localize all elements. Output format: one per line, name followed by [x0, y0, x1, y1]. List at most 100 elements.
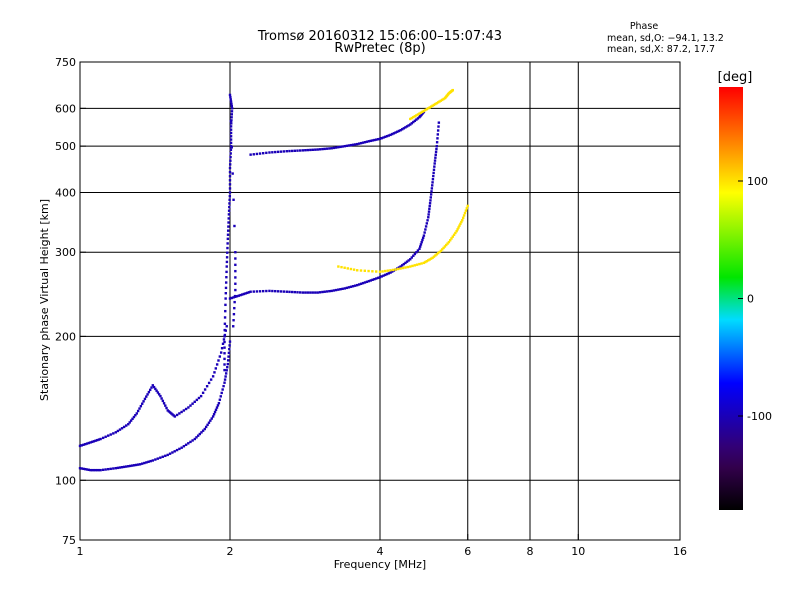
data-point — [131, 464, 134, 467]
data-point — [301, 291, 305, 294]
data-point — [389, 271, 392, 274]
data-point — [382, 274, 385, 277]
data-point — [339, 288, 342, 291]
data-point — [349, 143, 353, 147]
data-point — [325, 147, 329, 150]
data-point — [234, 276, 237, 279]
data-point — [402, 127, 406, 130]
data-point — [271, 289, 274, 293]
data-point — [228, 347, 231, 351]
data-point — [234, 263, 237, 267]
data-point — [222, 384, 225, 388]
plot-area — [79, 61, 681, 541]
data-point — [255, 290, 259, 293]
data-point — [397, 266, 401, 269]
data-point — [445, 243, 448, 247]
data-point — [187, 442, 190, 445]
data-point — [456, 228, 459, 231]
data-point — [431, 181, 434, 184]
data-point — [226, 366, 229, 369]
data-point — [229, 119, 233, 123]
data-point — [224, 281, 228, 284]
data-point — [134, 463, 138, 467]
data-point — [82, 467, 85, 471]
data-point — [162, 402, 166, 405]
data-point — [209, 419, 212, 422]
data-point — [228, 187, 232, 190]
data-point — [339, 145, 342, 149]
data-point — [101, 436, 105, 440]
data-point — [91, 440, 94, 444]
data-point — [428, 202, 432, 205]
data-point — [442, 97, 445, 101]
data-point — [318, 148, 322, 151]
data-point — [391, 270, 394, 273]
data-point — [428, 204, 431, 208]
data-point — [221, 388, 224, 391]
data-point — [145, 461, 148, 464]
data-point — [434, 102, 437, 106]
data-point — [432, 255, 436, 258]
data-point — [413, 119, 417, 123]
data-point — [399, 129, 402, 132]
data-point — [228, 202, 231, 205]
data-point — [223, 316, 227, 319]
data-point — [134, 414, 137, 417]
data-point — [394, 268, 397, 271]
data-point — [215, 363, 219, 366]
data-point — [367, 140, 371, 143]
data-point — [217, 401, 221, 405]
data-point — [274, 150, 277, 154]
data-point — [89, 468, 92, 472]
data-point — [224, 286, 228, 290]
data-point — [239, 293, 242, 297]
data-point — [437, 121, 441, 124]
data-point — [425, 108, 429, 111]
data-point — [396, 267, 400, 271]
data-point — [252, 153, 255, 156]
data-point — [214, 367, 218, 370]
data-point — [92, 440, 96, 443]
data-point — [223, 357, 226, 361]
data-point — [232, 312, 236, 316]
data-point — [224, 372, 228, 375]
data-point — [282, 150, 286, 153]
data-point — [271, 151, 274, 154]
data-point — [228, 170, 232, 174]
data-point — [314, 148, 317, 151]
data-point — [376, 276, 380, 280]
data-point — [412, 254, 415, 257]
data-point — [323, 147, 326, 151]
data-point — [410, 122, 413, 125]
data-point — [450, 237, 453, 240]
data-point — [373, 277, 376, 281]
data-point — [419, 243, 423, 246]
data-point — [378, 137, 382, 141]
data-point — [161, 455, 164, 458]
data-point — [461, 219, 464, 222]
data-point — [229, 131, 233, 135]
data-point — [151, 459, 155, 462]
data-point — [244, 292, 247, 295]
data-point — [413, 115, 417, 118]
data-point — [405, 260, 409, 263]
data-point — [229, 98, 232, 101]
data-point — [242, 292, 246, 296]
data-point — [451, 235, 454, 238]
data-point — [107, 434, 110, 437]
data-point — [334, 288, 338, 292]
data-point — [184, 407, 188, 411]
data-point — [431, 104, 434, 107]
data-point — [229, 159, 232, 162]
data-point — [290, 290, 294, 294]
data-point — [418, 247, 421, 250]
data-point — [196, 434, 200, 437]
data-point — [178, 412, 181, 415]
data-point — [261, 152, 265, 155]
data-point — [229, 95, 232, 99]
data-point — [311, 148, 314, 151]
data-point — [232, 296, 235, 299]
data-point — [150, 386, 153, 389]
data-point — [378, 275, 382, 279]
